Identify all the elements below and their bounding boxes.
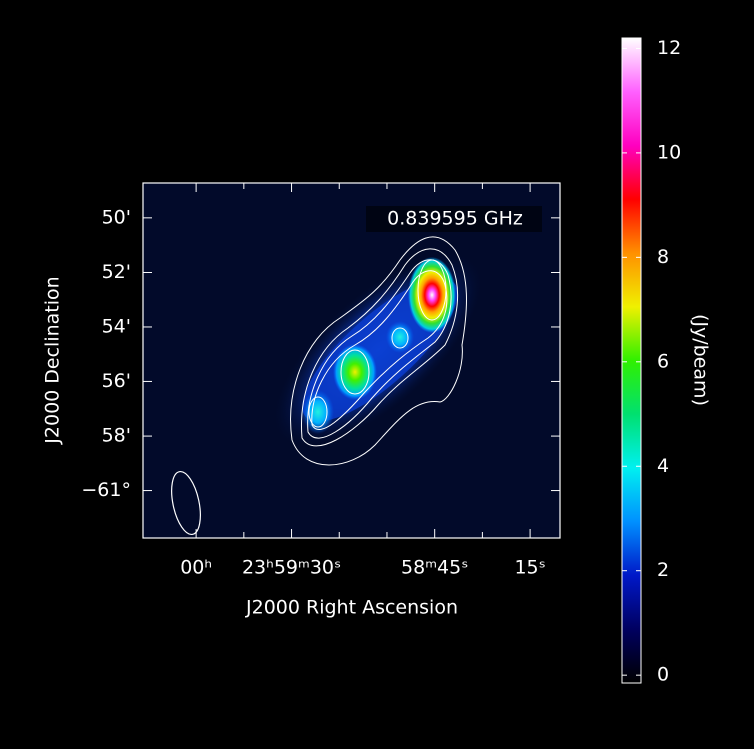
- y-tick-label: 54': [102, 315, 131, 337]
- colorbar-tick-label: 6: [657, 350, 669, 372]
- colorbar-tick-label: 12: [657, 37, 681, 59]
- y-tick-label: −61°: [81, 479, 131, 501]
- y-tick-label: 50': [102, 206, 131, 228]
- plot-frame: [142, 182, 561, 539]
- colorbar: [621, 37, 642, 684]
- y-tick-label: 52': [102, 261, 131, 283]
- annotation-box: [366, 206, 542, 232]
- colorbar-tick-label: 10: [657, 141, 681, 163]
- image: [143, 183, 560, 538]
- colorbar-label: (Jy/beam): [690, 314, 712, 406]
- colorbar-tick-label: 0: [657, 664, 669, 686]
- colorbar-tick-label: 8: [657, 246, 669, 268]
- x-tick-label: 00ʰ: [180, 557, 212, 579]
- x-tick-label: 58ᵐ45ˢ: [401, 557, 468, 579]
- x-axis-label: J2000 Right Ascension: [245, 597, 458, 619]
- x-tick-label: 23ʰ59ᵐ30ˢ: [242, 557, 341, 579]
- beam: [171, 470, 201, 536]
- y-axis-label: J2000 Declination: [42, 276, 64, 444]
- colorbar-tick-label: 4: [657, 455, 669, 477]
- y-tick-label: 58': [102, 425, 131, 447]
- annotation: 0.839595 GHz: [387, 208, 523, 230]
- colorbar-tick-label: 2: [657, 559, 669, 581]
- x-tick-label: 15ˢ: [514, 557, 545, 579]
- y-tick-label: 56': [102, 370, 131, 392]
